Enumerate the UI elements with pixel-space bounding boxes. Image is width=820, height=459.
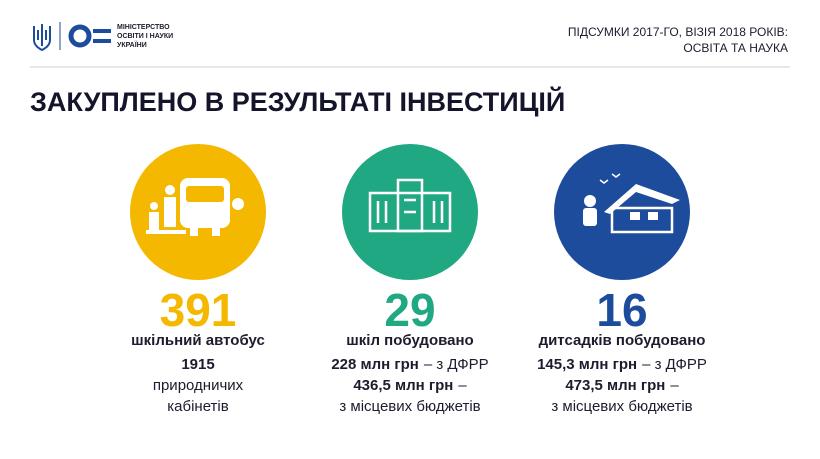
header-caption: ОСВІТА ТА НАУКА xyxy=(683,41,788,55)
stat-label: шкіл побудовано xyxy=(346,332,473,349)
kindergarten-icon xyxy=(583,173,680,234)
stat-number: 16 xyxy=(596,284,647,336)
stat-label: шкільний автобус xyxy=(131,332,265,349)
stat-detail: з місцевих бюджетів xyxy=(339,398,480,415)
slide-title: ЗАКУПЛЕНО В РЕЗУЛЬТАТІ ІНВЕСТИЦІЙ xyxy=(30,86,565,117)
detail-span: 228 млн грн xyxy=(331,356,419,373)
detail-span: з місцевих бюджетів xyxy=(551,398,692,415)
stat-detail: 1915 xyxy=(181,356,214,373)
icon-circle xyxy=(554,144,690,280)
detail-span: 436,5 млн грн xyxy=(353,377,453,394)
detail-span: кабінетів xyxy=(167,398,228,415)
logo-text: МІНІСТЕРСТВО xyxy=(117,24,170,31)
detail-span: – xyxy=(670,377,679,394)
stat-label: дитсадків побудовано xyxy=(539,332,706,349)
logo-text: ОСВІТИ І НАУКИ xyxy=(117,33,173,40)
detail-span: природничих xyxy=(153,377,244,394)
detail-span: – xyxy=(458,377,467,394)
stat-detail: 436,5 млн грн – xyxy=(353,377,467,394)
stat-detail: кабінетів xyxy=(167,398,228,415)
detail-span: з місцевих бюджетів xyxy=(339,398,480,415)
detail-span: 473,5 млн грн xyxy=(565,377,665,394)
stat-detail: 145,3 млн грн – з ДФРР xyxy=(537,356,707,373)
header-caption: ПІДСУМКИ 2017-ГО, ВІЗІЯ 2018 РОКІВ: xyxy=(568,25,788,39)
emblem xyxy=(33,24,51,52)
logo-text: УКРАЇНИ xyxy=(117,41,147,49)
stat-detail: природничих xyxy=(153,377,244,394)
logo-mark xyxy=(68,24,111,48)
detail-span: 145,3 млн грн xyxy=(537,356,637,373)
stat-number: 29 xyxy=(384,284,435,336)
stat-detail: з місцевих бюджетів xyxy=(551,398,692,415)
bus-icon xyxy=(146,178,244,236)
school-icon xyxy=(368,178,452,233)
stat-detail: 473,5 млн грн – xyxy=(565,377,679,394)
detail-span: 1915 xyxy=(181,356,214,373)
detail-span: – з ДФРР xyxy=(642,356,707,373)
detail-span: – з ДФРР xyxy=(424,356,489,373)
stat-number: 391 xyxy=(160,284,237,336)
stat-detail: 228 млн грн – з ДФРР xyxy=(331,356,488,373)
